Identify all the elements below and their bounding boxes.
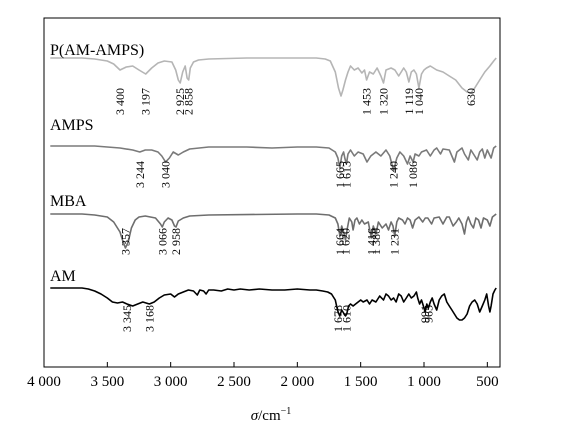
peak-label: 2 925 <box>173 88 187 115</box>
x-axis-label-symbol: σ <box>251 408 259 424</box>
peak-label: 3 197 <box>139 88 153 115</box>
peak-label: 2 958 <box>169 228 183 255</box>
peak-label: 3 040 <box>159 161 173 188</box>
series-layer: P(AM-AMPS) AMPS MBA AM <box>50 42 497 321</box>
peak-label: 1 380 <box>369 228 383 255</box>
x-axis-label-unit: /cm <box>258 408 281 424</box>
peak-label: 1 231 <box>388 228 402 255</box>
x-tick-label: 3 000 <box>154 374 188 390</box>
peak-label: 630 <box>464 88 478 106</box>
peak-label: 3 400 <box>113 88 127 115</box>
x-axis-label: σ/cm−1 <box>251 406 292 424</box>
series-line-am <box>50 287 497 321</box>
x-tick-label: 1 500 <box>344 374 378 390</box>
peak-label: 3 066 <box>155 228 169 255</box>
peak-label: 1 678 <box>331 305 345 332</box>
peak-label: 1 119 <box>402 88 416 115</box>
peak-label: 1 613 <box>339 161 353 188</box>
x-tick-label: 4 000 <box>27 374 61 390</box>
peak-label: 1 664 <box>333 228 347 255</box>
series-line-amps <box>50 145 497 172</box>
plot-frame <box>43 17 501 368</box>
x-tick-label: 2 000 <box>280 374 314 390</box>
series-label: AMPS <box>50 117 94 134</box>
peak-label: 3 168 <box>142 305 156 332</box>
peak-label: 3 357 <box>118 228 132 255</box>
peak-label: 1 665 <box>333 161 347 188</box>
x-axis-label-exponent: −1 <box>281 406 292 417</box>
series-line-mba <box>50 213 497 249</box>
x-tick-label: 3 500 <box>90 374 124 390</box>
x-axis: 4 000 3 500 3 000 2 500 2 000 1 500 1 000 500 <box>27 362 499 390</box>
series-label: P(AM-AMPS) <box>50 42 144 59</box>
peak-label: 1 086 <box>406 161 420 188</box>
x-tick-label: 500 <box>476 374 499 390</box>
peak-label: 991 <box>418 305 432 323</box>
series-line-p-am-amps <box>50 57 497 97</box>
peak-label: 1 240 <box>387 161 401 188</box>
peak-label: 1 620 <box>339 228 353 255</box>
peak-label: 3 244 <box>133 161 147 188</box>
peak-label: 3 345 <box>120 305 134 332</box>
peak-label: 1 320 <box>377 88 391 115</box>
peak-label: 1 040 <box>412 88 426 115</box>
peak-label: 1 453 <box>360 88 374 115</box>
peak-label: 965 <box>421 305 435 323</box>
series-label: MBA <box>50 193 87 210</box>
x-tick-label: 1 000 <box>407 374 441 390</box>
peak-label: 1 610 <box>340 305 354 332</box>
peak-label: 1 416 <box>364 228 378 255</box>
peak-label: 2 858 <box>182 88 196 115</box>
series-label: AM <box>50 268 76 285</box>
x-tick-label: 2 500 <box>217 374 251 390</box>
